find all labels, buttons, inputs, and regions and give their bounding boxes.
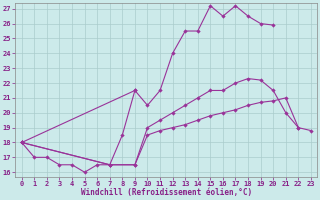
X-axis label: Windchill (Refroidissement éolien,°C): Windchill (Refroidissement éolien,°C): [81, 188, 252, 197]
